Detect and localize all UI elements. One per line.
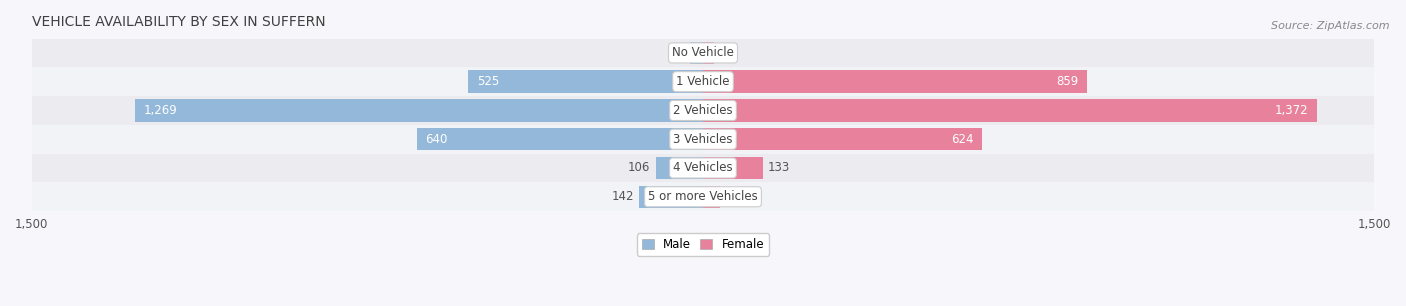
Text: Source: ZipAtlas.com: Source: ZipAtlas.com <box>1271 21 1389 32</box>
Text: No Vehicle: No Vehicle <box>672 47 734 59</box>
Bar <box>468 70 703 93</box>
Bar <box>32 182 1374 211</box>
Bar <box>640 185 703 208</box>
Text: 1,372: 1,372 <box>1274 104 1308 117</box>
Text: 106: 106 <box>628 162 650 174</box>
Text: 3 Vehicles: 3 Vehicles <box>673 133 733 146</box>
Text: 1 Vehicle: 1 Vehicle <box>676 75 730 88</box>
Text: VEHICLE AVAILABILITY BY SEX IN SUFFERN: VEHICLE AVAILABILITY BY SEX IN SUFFERN <box>32 15 325 29</box>
Bar <box>416 128 703 151</box>
Text: 525: 525 <box>477 75 499 88</box>
Text: 1,269: 1,269 <box>143 104 177 117</box>
Bar <box>32 39 1374 67</box>
Bar <box>32 96 1374 125</box>
Text: 859: 859 <box>1056 75 1078 88</box>
Text: 142: 142 <box>612 190 634 203</box>
Bar <box>135 99 703 122</box>
Bar <box>32 154 1374 182</box>
Bar <box>655 157 703 179</box>
Text: 5 or more Vehicles: 5 or more Vehicles <box>648 190 758 203</box>
Bar <box>703 157 762 179</box>
Bar <box>703 99 1317 122</box>
Bar <box>703 185 720 208</box>
Text: 2 Vehicles: 2 Vehicles <box>673 104 733 117</box>
Text: 24: 24 <box>718 47 734 59</box>
Text: 133: 133 <box>768 162 790 174</box>
Legend: Male, Female: Male, Female <box>637 233 769 256</box>
Text: 4 Vehicles: 4 Vehicles <box>673 162 733 174</box>
Text: 624: 624 <box>950 133 973 146</box>
Text: 29: 29 <box>669 47 685 59</box>
Text: 39: 39 <box>725 190 741 203</box>
Bar <box>703 70 1087 93</box>
Bar <box>32 125 1374 154</box>
Bar <box>703 128 983 151</box>
Bar <box>703 42 714 64</box>
Text: 640: 640 <box>426 133 449 146</box>
Bar <box>32 67 1374 96</box>
Bar <box>690 42 703 64</box>
